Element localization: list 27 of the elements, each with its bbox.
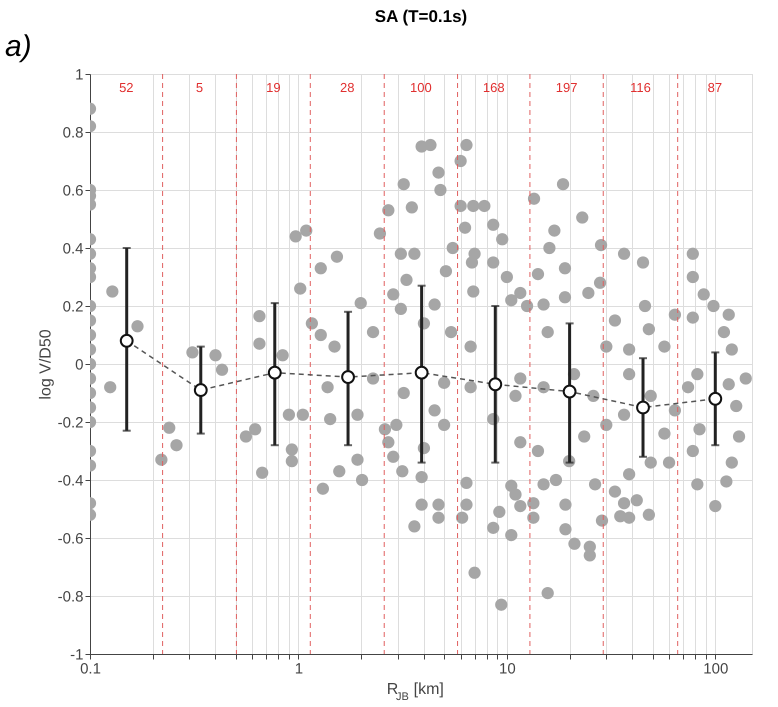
- annotation: 168: [482, 80, 505, 95]
- y-tick-label: 0.2: [62, 298, 84, 316]
- y-tick-label: -0.6: [58, 530, 84, 548]
- annotation: 5: [196, 80, 204, 95]
- y-tick-label: -0.2: [58, 414, 84, 432]
- x-tick-label: 1: [294, 660, 304, 678]
- y-tick-label: -0.4: [58, 472, 84, 490]
- y-tick-label: 0.6: [62, 182, 84, 200]
- chart-title: SA (T=0.1s): [374, 7, 468, 26]
- y-axis-title: log V/D50: [38, 329, 55, 400]
- annotation: 19: [266, 80, 281, 95]
- annotation: 28: [340, 80, 354, 95]
- annotation: 197: [556, 80, 578, 95]
- annotation: 100: [410, 80, 432, 95]
- y-tick-label: 0.4: [62, 240, 84, 258]
- x-tick-label: 100: [703, 660, 728, 678]
- annotation: 52: [119, 80, 134, 95]
- x-tick-label: 0.1: [80, 660, 101, 678]
- y-tick-label: -0.8: [58, 588, 84, 606]
- y-tick-label: 1: [75, 66, 84, 84]
- x-tick-label: 10: [499, 660, 516, 678]
- annotation: 87: [708, 80, 722, 95]
- y-tick-label: -1: [70, 646, 84, 664]
- annotation: 116: [630, 80, 651, 95]
- y-tick-label: 0.8: [62, 124, 84, 142]
- y-tick-label: 0: [75, 356, 84, 374]
- text: a): [5, 30, 32, 63]
